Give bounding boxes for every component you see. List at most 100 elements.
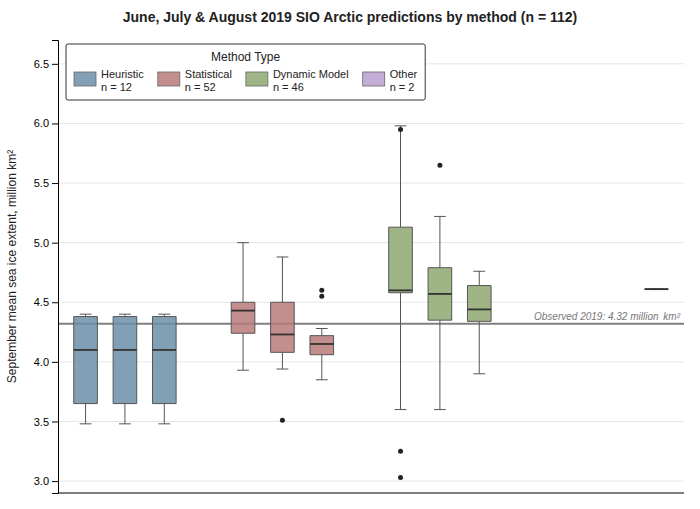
grid-line [58, 242, 684, 243]
y-tick-label: 6.5 [34, 58, 49, 70]
y-tick-mark [52, 64, 58, 65]
box [645, 289, 669, 290]
median [389, 289, 413, 291]
legend-sublabel: n = 46 [273, 81, 304, 93]
box [152, 317, 176, 404]
whisker-high [400, 126, 401, 227]
box [428, 268, 452, 320]
whisker-low [282, 352, 283, 369]
grid-line [58, 302, 684, 303]
chart: June, July & August 2019 SIO Arctic pred… [0, 0, 700, 509]
reference-line [58, 323, 684, 325]
box [231, 302, 255, 333]
legend-label: Other [390, 68, 418, 80]
legend-sublabel: n = 52 [185, 81, 216, 93]
cap-low [473, 373, 485, 374]
reference-label: Observed 2019: 4.32 million km² [534, 311, 681, 322]
y-axis-line [52, 41, 59, 494]
whisker-high [439, 216, 440, 267]
median [645, 288, 669, 290]
whisker-low [85, 404, 86, 424]
legend-entry: Dynamic Modeln = 46 [246, 68, 349, 93]
grid-line [58, 361, 684, 362]
y-tick-label: 4.0 [34, 356, 49, 368]
median [310, 343, 334, 345]
grid-line [58, 481, 684, 482]
box-group [152, 314, 176, 424]
legend-sublabel: n = 2 [390, 81, 415, 93]
legend-swatch [246, 72, 268, 86]
median [231, 310, 255, 312]
cap-low [158, 423, 170, 424]
y-tick-mark [52, 362, 58, 363]
box-group [428, 163, 452, 410]
outlier [437, 163, 442, 168]
legend-frame [66, 44, 425, 100]
whisker-low [321, 355, 322, 380]
title: June, July & August 2019 SIO Arctic pred… [123, 9, 577, 25]
y-tick: 3.0 [34, 475, 58, 487]
box [310, 336, 334, 355]
median [271, 334, 295, 336]
y-tick-mark [52, 481, 58, 482]
outlier [319, 288, 324, 293]
marks [58, 126, 684, 480]
y-tick-label: 4.5 [34, 296, 49, 308]
median [467, 309, 491, 311]
y-tick: 6.5 [34, 58, 58, 70]
y-tick: 5.5 [34, 177, 58, 189]
median [152, 349, 176, 351]
legend-sublabel: n = 12 [101, 81, 132, 93]
cap-low [434, 409, 446, 410]
box [467, 286, 491, 322]
legend-swatch [74, 72, 96, 86]
y-tick-mark [52, 421, 58, 422]
box-group [467, 271, 491, 374]
cap-low [316, 379, 328, 380]
box [271, 302, 295, 352]
cap-high [316, 328, 328, 329]
y-tick: 6.0 [34, 117, 58, 129]
y-tick-label: 3.0 [34, 475, 49, 487]
median [74, 349, 98, 351]
cap-high [434, 216, 446, 217]
y-tick-mark [52, 243, 58, 244]
median [113, 349, 137, 351]
cap-low [395, 409, 407, 410]
box [74, 317, 98, 404]
outlier [398, 449, 403, 454]
whisker-low [164, 404, 165, 424]
y-tick: 4.5 [34, 296, 58, 308]
y-tick-label: 5.5 [34, 177, 49, 189]
cap-high [395, 125, 407, 126]
legend-entry: Heuristicn = 12 [74, 68, 144, 93]
cap-low [80, 423, 92, 424]
whisker-high [282, 257, 283, 302]
y-tick: 3.5 [34, 415, 58, 427]
box-group [74, 314, 98, 424]
cap-low [277, 369, 289, 370]
legend-label: Statistical [185, 68, 232, 80]
legend-swatch [363, 72, 385, 86]
y-tick: 5.0 [34, 237, 58, 249]
legend-swatch [158, 72, 180, 86]
median [428, 293, 452, 295]
y-tick-mark [52, 183, 58, 184]
whisker-high [243, 243, 244, 303]
legend: Heuristicn = 12 Statisticaln = 52 Dynamic … [66, 44, 425, 100]
grid-line [58, 421, 684, 422]
outlier [319, 294, 324, 299]
y-tick: 4.0 [34, 356, 58, 368]
box-group [310, 288, 334, 380]
cap-high [277, 256, 289, 257]
box-group [389, 126, 413, 480]
legend-label: Heuristic [101, 68, 144, 80]
outlier [398, 475, 403, 480]
outlier [280, 418, 285, 423]
cap-low [119, 423, 131, 424]
legend-entry: Statisticaln = 52 [158, 68, 232, 93]
grid-line [58, 123, 684, 124]
cap-high [158, 314, 170, 315]
y-tick-mark [52, 302, 58, 303]
whisker-low [479, 321, 480, 373]
